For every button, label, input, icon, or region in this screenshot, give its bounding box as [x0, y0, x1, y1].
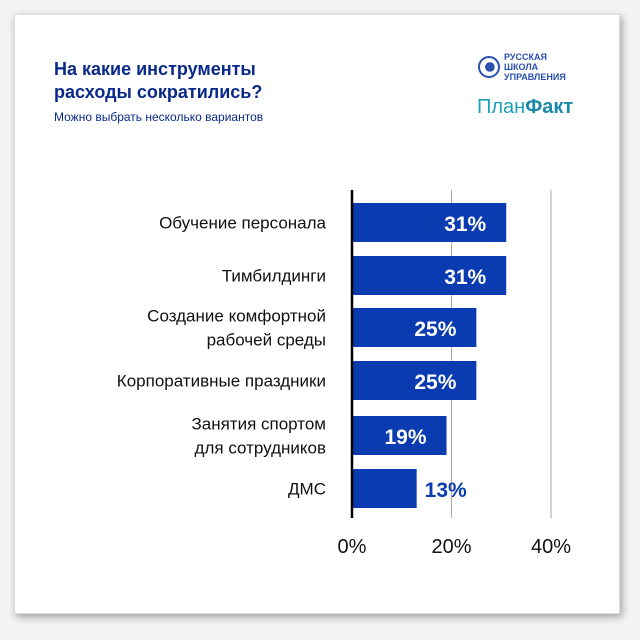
card: [14, 14, 620, 614]
data-label: 19%: [384, 426, 426, 449]
title-line: На какие инструменты: [54, 59, 256, 79]
category-label: Тимбилдинги: [222, 267, 326, 286]
data-label: 25%: [414, 371, 456, 394]
planfakt-logo: ПланФакт: [477, 96, 574, 118]
subtitle: Можно выбрать несколько вариантов: [54, 110, 264, 124]
data-label: 31%: [444, 266, 486, 289]
category-label: Обучение персонала: [159, 214, 326, 233]
bar: [352, 308, 477, 347]
bar: [352, 469, 417, 508]
school-logo: РУССКАЯ ШКОЛА УПРАВЛЕНИЯ: [478, 52, 574, 82]
bar: [352, 416, 447, 455]
bar: [352, 203, 507, 242]
school-emblem-icon: [478, 56, 500, 78]
tick-label: 20%: [431, 536, 471, 558]
category-label: Корпоративные праздники: [117, 372, 326, 391]
tick-label: 0%: [338, 536, 367, 558]
data-label: 25%: [414, 318, 456, 341]
category-label: для сотрудников: [195, 439, 326, 458]
title-line: расходы сократились?: [54, 82, 263, 102]
category-label: рабочей среды: [207, 331, 326, 350]
data-label: 31%: [444, 213, 486, 236]
category-label: Занятия спортом: [191, 415, 326, 434]
tick-label: 40%: [531, 536, 571, 558]
category-label: ДМС: [288, 480, 326, 499]
data-label: 13%: [425, 479, 467, 502]
page-title: На какие инструменты расходы сократились?: [54, 58, 354, 104]
category-label: Создание комфортной: [147, 307, 326, 326]
bar: [352, 361, 477, 400]
bar: [352, 256, 507, 295]
